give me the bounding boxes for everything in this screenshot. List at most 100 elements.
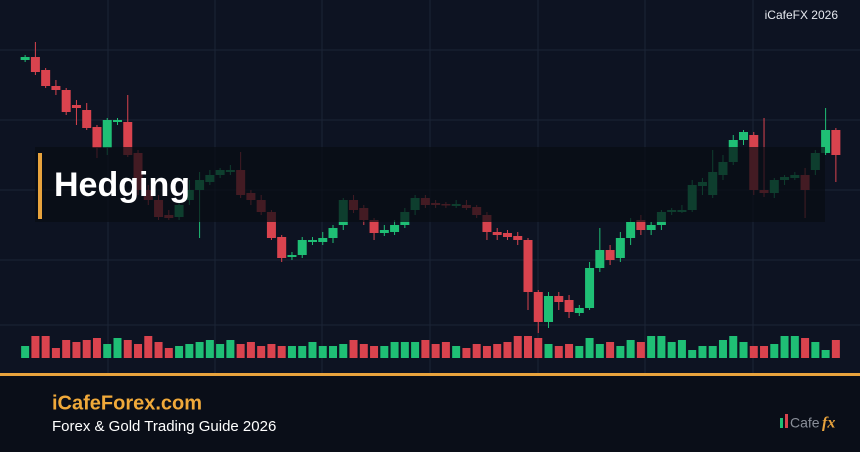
candle-body	[369, 220, 379, 233]
volume-bar	[154, 342, 163, 358]
volume-bar	[41, 336, 50, 358]
volume-bar	[318, 346, 327, 358]
volume-bar	[636, 342, 645, 358]
volume-bar	[216, 344, 225, 358]
candle-body	[82, 110, 92, 128]
candle-body	[626, 222, 636, 238]
volume-bar	[831, 340, 840, 358]
volume-bar	[534, 338, 543, 358]
candle-body	[615, 238, 625, 258]
candle-body	[266, 212, 276, 238]
logo-icon	[785, 414, 788, 428]
title: Hedging	[54, 166, 190, 204]
logo-text: Cafe	[790, 415, 820, 431]
volume-bar	[349, 340, 358, 358]
volume-bar	[575, 346, 584, 358]
footer	[0, 374, 860, 452]
candle-body	[605, 250, 615, 260]
volume-bar	[134, 344, 143, 358]
volume-bar	[308, 342, 317, 358]
candle-body	[277, 237, 287, 258]
volume-bar	[718, 340, 727, 358]
subtitle: Forex & Gold Trading Guide 2026	[52, 418, 276, 435]
volume-bar	[821, 350, 830, 358]
logo: Cafe fx	[780, 414, 835, 432]
volume-bar	[688, 350, 697, 358]
candle-body	[92, 127, 102, 148]
volume-bar	[31, 336, 40, 358]
candle-body	[112, 120, 122, 122]
volume-bar	[708, 346, 717, 358]
candle-body	[595, 250, 605, 268]
volume-bar	[103, 344, 112, 358]
volume-bar	[677, 340, 686, 358]
volume-bar	[370, 346, 379, 358]
volume-bar	[811, 342, 820, 358]
volume-bar	[780, 336, 789, 358]
volume-bar	[205, 340, 214, 358]
candle-body	[492, 232, 502, 235]
volume-bar	[277, 346, 286, 358]
volume-bar	[257, 346, 266, 358]
volume-bar	[390, 342, 399, 358]
volume-bar	[164, 348, 173, 358]
volume-bar	[760, 346, 769, 358]
candle-body	[20, 57, 30, 60]
volume-bar	[441, 342, 450, 358]
volume-bar	[113, 338, 122, 358]
volume-bar	[657, 336, 666, 358]
volume-bar	[298, 346, 307, 358]
volume-bar	[339, 344, 348, 358]
candle-body	[585, 268, 595, 308]
volume-bar	[698, 346, 707, 358]
candle-body	[831, 130, 841, 155]
candle-body	[574, 308, 584, 313]
title-accent	[38, 153, 42, 219]
volume-bar	[329, 346, 338, 358]
volume-bar	[246, 342, 255, 358]
volume-bar	[431, 344, 440, 358]
volume-bar	[472, 344, 481, 358]
candle-body	[123, 122, 133, 155]
candle-body	[71, 105, 81, 108]
candle-body	[287, 255, 297, 257]
volume-bar	[175, 346, 184, 358]
volume-bar	[452, 346, 461, 358]
volume-bar	[72, 342, 81, 358]
volume-bar	[359, 344, 368, 358]
candle-body	[379, 230, 389, 233]
volume-bar	[226, 340, 235, 358]
candle-body	[646, 225, 656, 230]
candle-body	[739, 132, 749, 140]
volume-bar	[554, 346, 563, 358]
volume-bar	[790, 336, 799, 358]
candle-body	[390, 225, 400, 232]
title-panel	[35, 147, 825, 222]
volume-bar	[493, 344, 502, 358]
candle-body	[821, 130, 831, 153]
candle-body	[30, 57, 40, 72]
candle-body	[533, 292, 543, 322]
volume-bar	[62, 340, 71, 358]
logo-icon	[780, 418, 783, 428]
candle-body	[41, 70, 51, 86]
volume-bar	[544, 344, 553, 358]
footer-divider	[0, 373, 860, 376]
volume-bar	[626, 340, 635, 358]
volume-bar	[749, 346, 758, 358]
candle-body	[328, 228, 338, 238]
candle-body	[297, 240, 307, 255]
volume-bar	[606, 342, 615, 358]
volume-bar	[585, 338, 594, 358]
volume-bar	[503, 342, 512, 358]
site-name: iCafeForex.com	[52, 392, 202, 414]
candle-body	[544, 296, 554, 322]
volume-bar	[144, 336, 153, 358]
volume-bar	[770, 344, 779, 358]
volume-bar	[82, 340, 91, 358]
candle-body	[102, 120, 112, 148]
volume-bar	[400, 342, 409, 358]
candle-body	[307, 240, 317, 242]
candle-body	[51, 86, 61, 90]
